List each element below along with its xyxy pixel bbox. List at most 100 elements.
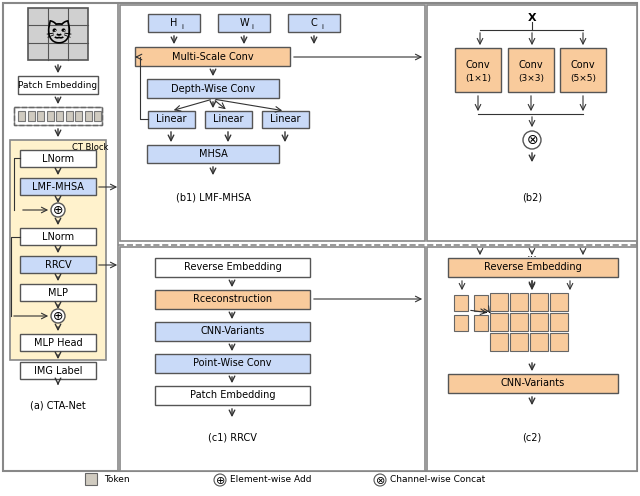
Bar bbox=[427, 5, 637, 241]
Text: CNN-Variants: CNN-Variants bbox=[501, 378, 565, 388]
Circle shape bbox=[523, 131, 541, 149]
Bar bbox=[490, 333, 508, 351]
Text: MHSA: MHSA bbox=[198, 149, 227, 159]
Bar bbox=[288, 14, 340, 32]
Text: Point-Wise Conv: Point-Wise Conv bbox=[193, 359, 272, 369]
Bar bbox=[454, 315, 468, 331]
Bar bbox=[20, 228, 96, 245]
Bar bbox=[14, 107, 102, 125]
Text: LNorm: LNorm bbox=[42, 153, 74, 164]
Circle shape bbox=[374, 474, 386, 486]
Text: $\oplus$: $\oplus$ bbox=[52, 203, 63, 216]
Bar bbox=[262, 111, 309, 128]
Bar bbox=[510, 293, 528, 311]
Text: $\otimes$: $\otimes$ bbox=[526, 133, 538, 147]
Bar bbox=[155, 290, 310, 309]
Text: i: i bbox=[181, 24, 183, 30]
Bar bbox=[474, 295, 488, 311]
Bar bbox=[155, 322, 310, 341]
Bar bbox=[20, 256, 96, 273]
Bar bbox=[47, 111, 54, 121]
Bar bbox=[14, 107, 102, 125]
Bar bbox=[120, 247, 425, 471]
Text: (a) CTA-Net: (a) CTA-Net bbox=[30, 400, 86, 410]
Bar bbox=[218, 14, 270, 32]
Text: Reverse Embedding: Reverse Embedding bbox=[184, 262, 282, 272]
Bar bbox=[28, 111, 35, 121]
Bar bbox=[147, 145, 279, 163]
Text: MLP: MLP bbox=[48, 288, 68, 298]
Bar bbox=[510, 333, 528, 351]
Bar bbox=[148, 111, 195, 128]
Circle shape bbox=[51, 309, 65, 323]
Text: ...: ... bbox=[481, 305, 492, 315]
Text: X: X bbox=[528, 13, 536, 23]
Text: (c2): (c2) bbox=[522, 433, 541, 443]
Text: Conv: Conv bbox=[466, 60, 490, 70]
Bar bbox=[155, 386, 310, 405]
Bar bbox=[18, 76, 98, 94]
Bar bbox=[84, 111, 92, 121]
Bar bbox=[94, 111, 101, 121]
Bar bbox=[550, 313, 568, 331]
Text: $\oplus$: $\oplus$ bbox=[215, 475, 225, 486]
Text: (1×1): (1×1) bbox=[465, 73, 491, 82]
Bar bbox=[530, 293, 548, 311]
Bar bbox=[550, 333, 568, 351]
Bar bbox=[474, 315, 488, 331]
Bar bbox=[20, 334, 96, 351]
Bar bbox=[85, 473, 97, 485]
Text: Rceconstruction: Rceconstruction bbox=[193, 295, 272, 305]
Circle shape bbox=[51, 203, 65, 217]
Bar bbox=[205, 111, 252, 128]
Bar bbox=[155, 354, 310, 373]
Bar bbox=[530, 313, 548, 331]
Bar bbox=[75, 111, 82, 121]
Bar bbox=[20, 150, 96, 167]
Text: Patch Embedding: Patch Embedding bbox=[19, 80, 97, 89]
Bar bbox=[20, 362, 96, 379]
Text: (5×5): (5×5) bbox=[570, 73, 596, 82]
Text: (b2): (b2) bbox=[522, 193, 542, 203]
Bar bbox=[530, 333, 548, 351]
Text: Linear: Linear bbox=[156, 114, 186, 124]
Text: Multi-Scale Conv: Multi-Scale Conv bbox=[172, 52, 253, 62]
Text: Reverse Embedding: Reverse Embedding bbox=[484, 262, 582, 272]
Bar bbox=[135, 47, 290, 66]
Text: (3×3): (3×3) bbox=[518, 73, 544, 82]
Text: (b1) LMF-MHSA: (b1) LMF-MHSA bbox=[175, 193, 250, 203]
Bar bbox=[10, 140, 106, 360]
Text: C: C bbox=[310, 18, 317, 28]
Text: MLP Head: MLP Head bbox=[34, 337, 83, 348]
Bar bbox=[490, 293, 508, 311]
Bar bbox=[120, 5, 425, 241]
Text: Element-wise Add: Element-wise Add bbox=[230, 476, 312, 485]
Bar bbox=[28, 8, 88, 60]
Text: IMG Label: IMG Label bbox=[34, 366, 83, 375]
Text: Linear: Linear bbox=[269, 114, 300, 124]
Text: LNorm: LNorm bbox=[42, 232, 74, 242]
Bar bbox=[147, 79, 279, 98]
Bar bbox=[37, 111, 44, 121]
Bar bbox=[510, 313, 528, 331]
Text: ...: ... bbox=[527, 249, 538, 259]
Text: Conv: Conv bbox=[518, 60, 543, 70]
Text: $\otimes$: $\otimes$ bbox=[375, 475, 385, 486]
Text: RRCV: RRCV bbox=[45, 259, 71, 269]
Bar bbox=[448, 258, 618, 277]
Bar bbox=[550, 293, 568, 311]
Bar bbox=[18, 111, 25, 121]
Bar bbox=[490, 313, 508, 331]
Bar bbox=[20, 284, 96, 301]
Text: (c1) RRCV: (c1) RRCV bbox=[207, 433, 257, 443]
Bar bbox=[508, 48, 554, 92]
Text: W: W bbox=[239, 18, 249, 28]
Text: H: H bbox=[170, 18, 178, 28]
Bar bbox=[148, 14, 200, 32]
Text: Conv: Conv bbox=[571, 60, 595, 70]
Text: i: i bbox=[251, 24, 253, 30]
Text: Token: Token bbox=[104, 476, 130, 485]
Bar bbox=[448, 374, 618, 393]
Text: CT Block: CT Block bbox=[72, 143, 108, 152]
Text: $\oplus$: $\oplus$ bbox=[52, 310, 63, 322]
